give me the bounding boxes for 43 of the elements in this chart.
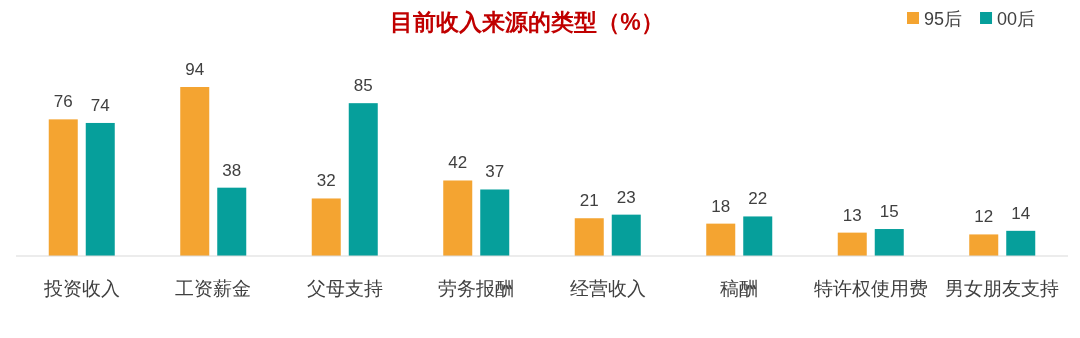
- data-label: 76: [53, 92, 73, 112]
- data-label: 37: [485, 162, 505, 182]
- bar: [348, 103, 378, 256]
- bar: [874, 229, 904, 256]
- bar: [706, 223, 736, 256]
- x-tick-label: 工资薪金: [175, 278, 252, 299]
- data-label: 38: [222, 160, 242, 180]
- data-label: 22: [748, 189, 768, 209]
- bar: [180, 87, 210, 256]
- bar: [48, 119, 78, 256]
- chart-title: 目前收入来源的类型（%）: [390, 9, 664, 35]
- bar: [743, 216, 773, 256]
- x-tick-label: 劳务报酬: [438, 278, 515, 299]
- data-label: 14: [1011, 203, 1031, 223]
- bar: [611, 214, 641, 256]
- legend-label: 00后: [997, 9, 1036, 29]
- data-label: 85: [353, 76, 373, 96]
- data-label: 21: [579, 191, 599, 211]
- data-label: 94: [185, 60, 205, 79]
- bar: [480, 189, 510, 256]
- data-label: 42: [448, 153, 468, 173]
- data-label: 23: [616, 187, 636, 207]
- data-label: 12: [974, 207, 994, 227]
- data-label: 32: [316, 171, 336, 191]
- bar: [217, 187, 247, 256]
- bar: [574, 218, 604, 256]
- x-tick-label: 男女朋友支持: [945, 278, 1060, 299]
- data-label: 13: [842, 205, 862, 225]
- bar: [837, 232, 867, 256]
- x-tick-label: 投资收入: [42, 278, 120, 299]
- legend-label: 95后: [924, 9, 963, 29]
- x-tick-label: 父母支持: [306, 278, 383, 299]
- bar: [1006, 230, 1036, 256]
- bar: [85, 122, 115, 256]
- bar: [443, 180, 473, 256]
- bar: [311, 198, 341, 256]
- x-tick-label: 特许权使用费: [813, 278, 928, 299]
- data-label: 15: [879, 202, 899, 222]
- x-tick-label: 稿酬: [720, 278, 759, 299]
- x-tick-label: 经营收入: [569, 278, 646, 299]
- data-label: 18: [711, 196, 731, 216]
- data-label: 74: [90, 95, 110, 115]
- bar: [969, 234, 999, 256]
